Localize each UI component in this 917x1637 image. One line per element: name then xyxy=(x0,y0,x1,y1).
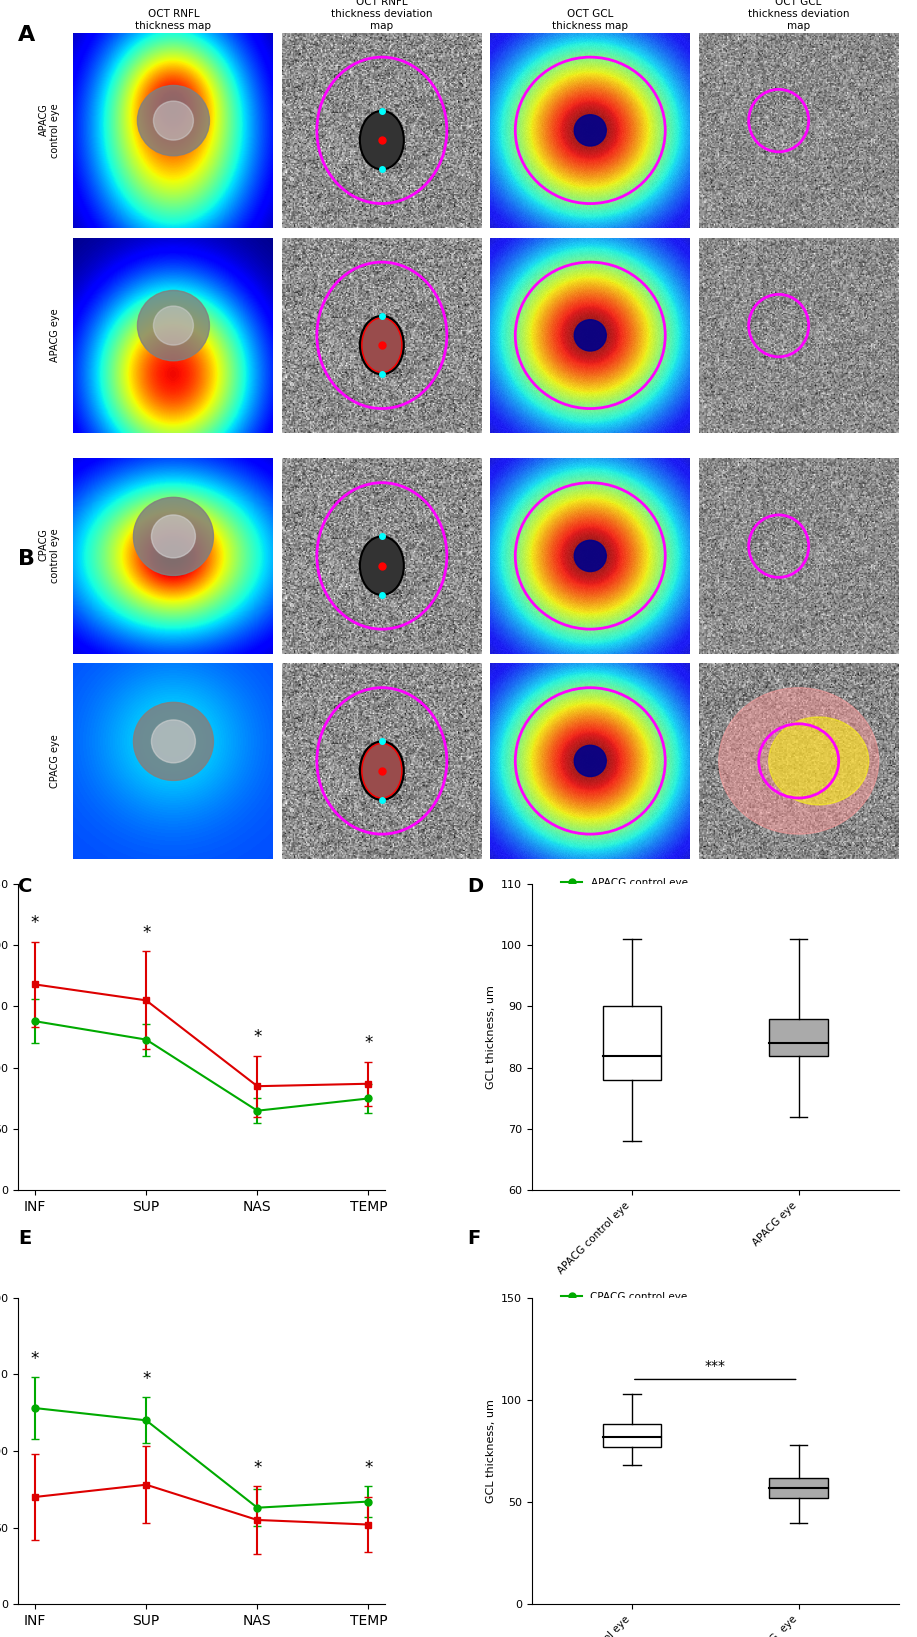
Text: C: C xyxy=(18,877,33,895)
Text: *: * xyxy=(364,1459,372,1477)
Text: APACG
control eye: APACG control eye xyxy=(39,103,61,157)
Title: OCT RNFL
thickness deviation
map: OCT RNFL thickness deviation map xyxy=(331,0,433,31)
Text: CPACG eye: CPACG eye xyxy=(50,733,61,787)
Legend: CPACG control eye, CPACG eye: CPACG control eye, CPACG eye xyxy=(557,1288,691,1321)
Y-axis label: GCL thickness, um: GCL thickness, um xyxy=(486,985,495,1089)
Text: CPACG
control eye: CPACG control eye xyxy=(39,529,61,583)
Title: OCT RNFL
thickness map: OCT RNFL thickness map xyxy=(136,8,212,31)
Circle shape xyxy=(134,498,214,576)
Title: OCT GCL
thickness deviation
map: OCT GCL thickness deviation map xyxy=(748,0,849,31)
Text: *: * xyxy=(253,1459,261,1477)
Legend: APACG control eye, APACG eye: APACG control eye, APACG eye xyxy=(558,874,691,907)
Ellipse shape xyxy=(768,717,868,805)
Ellipse shape xyxy=(359,537,403,594)
Circle shape xyxy=(574,540,606,571)
Text: D: D xyxy=(468,877,484,895)
Ellipse shape xyxy=(359,111,403,169)
Text: F: F xyxy=(468,1229,481,1247)
Text: *: * xyxy=(31,913,39,931)
Circle shape xyxy=(134,702,214,781)
Circle shape xyxy=(574,745,606,776)
Text: *: * xyxy=(364,1035,372,1053)
FancyBboxPatch shape xyxy=(769,1018,828,1056)
Ellipse shape xyxy=(359,742,403,800)
Text: ***: *** xyxy=(705,1359,725,1373)
Text: *: * xyxy=(142,923,150,941)
Circle shape xyxy=(151,720,195,763)
Text: *: * xyxy=(253,1028,261,1046)
Circle shape xyxy=(574,319,606,350)
Circle shape xyxy=(153,101,193,141)
Title: OCT GCL
thickness map: OCT GCL thickness map xyxy=(552,8,628,31)
Circle shape xyxy=(138,85,209,156)
Circle shape xyxy=(138,290,209,360)
FancyBboxPatch shape xyxy=(769,1478,828,1498)
Text: APACG eye: APACG eye xyxy=(50,308,61,362)
Ellipse shape xyxy=(362,743,402,797)
Text: A: A xyxy=(18,25,36,44)
Text: E: E xyxy=(18,1229,31,1247)
Circle shape xyxy=(151,516,195,558)
Text: B: B xyxy=(18,548,36,568)
Ellipse shape xyxy=(362,318,402,373)
Ellipse shape xyxy=(359,316,403,375)
FancyBboxPatch shape xyxy=(602,1007,661,1080)
FancyBboxPatch shape xyxy=(602,1424,661,1447)
Text: *: * xyxy=(142,1370,150,1388)
Circle shape xyxy=(153,306,193,345)
Y-axis label: GCL thickness, um: GCL thickness, um xyxy=(486,1400,495,1503)
Text: *: * xyxy=(31,1351,39,1369)
Circle shape xyxy=(574,115,606,146)
Ellipse shape xyxy=(719,688,878,835)
